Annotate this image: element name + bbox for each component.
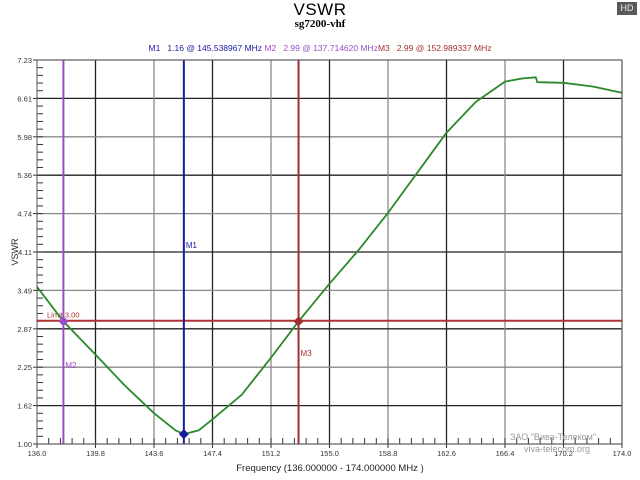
y-tick-label: 7.23 [17,56,32,65]
y-tick-label: 6.61 [17,94,32,103]
plot-border [36,59,623,445]
y-tick-label: 1.62 [17,402,32,411]
y-axis-label: VSWR [10,238,20,266]
x-tick-label: 147.4 [203,449,222,458]
chart-title: VSWR [293,0,347,19]
hd-badge[interactable]: HD [617,2,637,15]
marker-label-m1: M1 [186,241,198,250]
y-tick-label: 4.11 [18,248,32,257]
x-tick-label: 155.0 [320,449,339,458]
marker-label-m2: M2 [65,361,77,370]
marker-m1-readout: M1 1.16 @ 145.538967 MHz [148,43,263,53]
x-tick-label: 170.2 [554,449,573,458]
y-tick-label: 3.49 [17,286,32,295]
y-tick-label: 2.87 [17,325,32,334]
marker-diamond-m1 [178,429,189,440]
x-tick-label: 162.6 [437,449,456,458]
x-tick-label: 136.0 [28,449,47,458]
marker-readout: M1 1.16 @ 145.538967 MHz M2 2.99 @ 137.7… [0,43,640,53]
watermark-company: ЗАО "Вива-Телеком" [510,432,597,442]
x-tick-label: 166.4 [496,449,515,458]
x-tick-label: 151.2 [262,449,281,458]
marker-m2-readout: M2 2.99 @ 137.714620 MHz [264,43,378,53]
y-tick-label: 1.00 [17,440,32,449]
marker-diamond-m3 [293,316,304,327]
x-axis-label: Frequency (136.000000 - 174.000000 MHz ) [236,463,424,474]
x-tick-label: 158.8 [379,449,398,458]
chart-subtitle: sg7200-vhf [294,18,346,30]
watermark-url: viva-telecom.org [524,444,591,454]
x-tick-label: 174.0 [613,449,632,458]
marker-label-m3: M3 [301,349,313,358]
x-tick-label: 143.6 [145,449,164,458]
y-tick-label: 5.36 [17,171,32,180]
y-tick-label: 2.25 [17,363,32,372]
y-tick-label: 4.74 [17,210,32,219]
y-tick-label: 5.98 [17,133,32,142]
marker-diamond-m2 [58,316,69,327]
marker-m3-readout: M3 2.99 @ 152.989337 MHz [377,43,492,53]
x-tick-label: 139.8 [86,449,105,458]
vswr-trace [36,76,623,436]
